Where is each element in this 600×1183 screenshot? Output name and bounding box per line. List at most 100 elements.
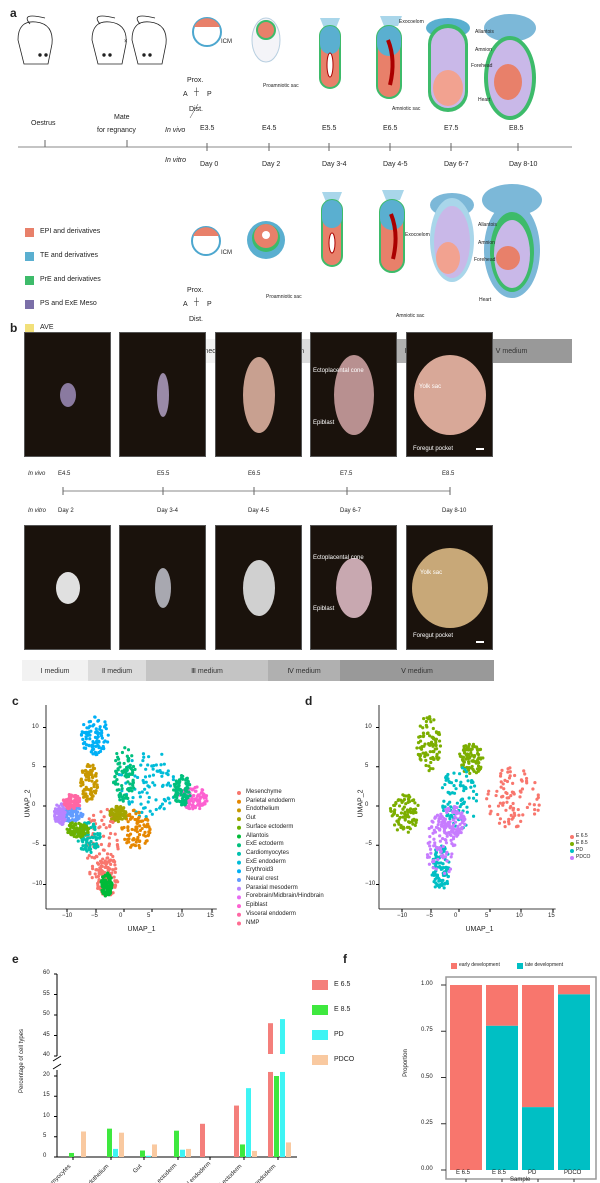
panel-label-d: d: [305, 694, 313, 708]
umap-point: [93, 735, 98, 739]
umap-point: [92, 785, 96, 789]
umap-point: [193, 789, 198, 793]
annot-foregut-pocket: Foregut pocket: [413, 446, 454, 452]
umap-point: [124, 772, 128, 776]
umap-point: [143, 775, 148, 779]
umap-point: [179, 776, 183, 780]
umap-point: [103, 720, 107, 724]
umap-point: [99, 810, 103, 814]
x-tick-label: PD: [528, 1170, 537, 1176]
umap-point: [129, 816, 133, 820]
umap-point: [132, 808, 136, 812]
umap-point: [137, 833, 142, 837]
umap-point: [143, 787, 147, 791]
in-vitro-label: In vitro: [28, 508, 47, 514]
legend-swatch: [25, 324, 34, 333]
umap-point: [137, 843, 141, 848]
embryo-photo: [406, 525, 493, 650]
umap-point: [79, 777, 83, 781]
embryo-e5-5-icon: [319, 18, 341, 89]
panel-a-illustrations: ×: [17, 14, 572, 298]
y-tick-label: 0.75: [421, 1027, 433, 1034]
umap-point: [146, 834, 150, 838]
umap-point: [131, 843, 136, 847]
legend-label: EPI and derivatives: [40, 228, 101, 235]
embryo-photo: [406, 332, 493, 457]
umap-point: [105, 807, 109, 812]
umap-point: [130, 789, 134, 793]
umap-point: [160, 774, 164, 778]
umap-point: [95, 868, 99, 872]
umap-point: [130, 754, 134, 758]
umap-point: [106, 869, 110, 873]
umap-point: [99, 842, 104, 847]
umap-point: [200, 791, 204, 795]
mouse-pair-icon: ×: [91, 15, 167, 65]
umap-point: [200, 788, 204, 792]
bar: [107, 1128, 112, 1157]
umap-point: [151, 773, 156, 777]
label-amniotic-sac: Amniotic sac: [396, 313, 425, 319]
embryo-day2-icon: [247, 221, 285, 259]
stage-in-vivo: E7.5: [444, 125, 459, 132]
legend-label: E 6.5: [334, 981, 351, 988]
scale-bar: [476, 448, 484, 450]
umap-point: [153, 783, 157, 787]
legend-label: E 8.5: [334, 1006, 351, 1013]
bar: [246, 1088, 251, 1157]
umap-point: [184, 797, 188, 801]
embryo-image: [334, 355, 374, 435]
stage-in-vitro: Day 2: [262, 161, 281, 168]
umap-point: [146, 763, 150, 767]
umap-point: [161, 783, 165, 787]
umap-point: [116, 768, 120, 772]
embryo-photo: [310, 525, 397, 650]
umap-point: [100, 736, 104, 740]
legend-label: PS and ExE Meso: [40, 300, 97, 307]
bar: [186, 1148, 191, 1157]
umap-point: [175, 796, 179, 800]
umap-point: [131, 778, 135, 782]
annot-epiblast: Epiblast: [313, 420, 335, 426]
timeline-ticks-a: [44, 140, 519, 151]
medium-segment: Ⅲ medium: [146, 660, 268, 681]
umap-point: [101, 869, 105, 874]
umap-point: [123, 793, 127, 797]
umap-point: [193, 785, 197, 790]
umap-point: [97, 750, 101, 755]
umap-point: [128, 766, 132, 770]
umap-point: [95, 861, 100, 865]
axis-dist: Dist.: [189, 106, 203, 113]
umap-point: [98, 727, 102, 731]
in-vivo-label: In vivo: [165, 127, 186, 134]
umap-point: [126, 796, 130, 801]
umap-point: [201, 802, 205, 807]
stage-in-vitro: Day 4-5: [383, 161, 408, 168]
umap-point: [126, 780, 130, 784]
cross-icon: ┼: [194, 89, 199, 96]
stage-in-vitro: Day 0: [200, 161, 219, 168]
stage-in-vivo: E3.5: [200, 125, 215, 132]
umap-point: [128, 786, 133, 790]
umap-point: [166, 781, 171, 785]
umap-point: [141, 758, 145, 763]
umap-point: [197, 793, 201, 797]
umap-point: [142, 755, 146, 759]
umap-point: [131, 780, 135, 785]
umap-point: [146, 822, 150, 826]
y-tick-label: 0.50: [421, 1073, 433, 1080]
umap-point: [115, 751, 119, 756]
y-tick-label: 1.00: [421, 981, 433, 987]
embryo-photo: [24, 332, 111, 457]
axis-prox: Prox.: [187, 77, 204, 84]
umap-point: [81, 782, 85, 787]
umap-point: [98, 825, 102, 829]
embryo-image: [157, 373, 169, 417]
bar-late: [558, 994, 590, 1170]
umap-point: [90, 797, 94, 801]
umap-point: [91, 739, 95, 744]
umap-point: [141, 752, 146, 756]
umap-point: [147, 795, 151, 800]
umap-point: [117, 788, 121, 792]
umap-point: [117, 793, 121, 797]
